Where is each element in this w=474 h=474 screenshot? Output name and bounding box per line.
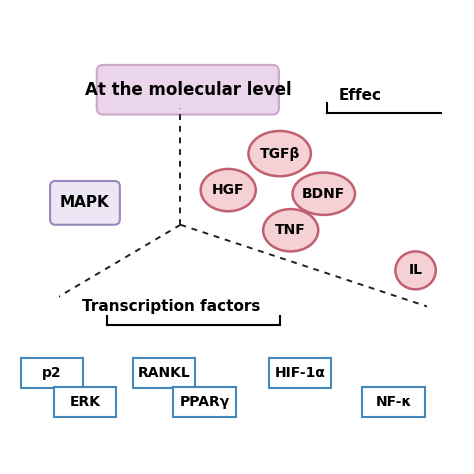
Text: ERK: ERK xyxy=(70,395,100,409)
Text: BDNF: BDNF xyxy=(302,187,346,201)
FancyBboxPatch shape xyxy=(133,357,195,388)
FancyBboxPatch shape xyxy=(54,387,116,417)
Text: PPARγ: PPARγ xyxy=(179,395,229,409)
FancyBboxPatch shape xyxy=(362,387,425,417)
Text: TNF: TNF xyxy=(275,223,306,237)
Text: RANKL: RANKL xyxy=(137,365,191,380)
Text: NF-κ: NF-κ xyxy=(375,395,411,409)
Ellipse shape xyxy=(263,209,318,251)
FancyBboxPatch shape xyxy=(269,357,331,388)
Ellipse shape xyxy=(395,251,436,289)
Text: p2: p2 xyxy=(42,365,62,380)
Ellipse shape xyxy=(292,173,355,215)
Text: At the molecular level: At the molecular level xyxy=(84,81,291,99)
Text: IL: IL xyxy=(409,264,423,277)
Text: TGFβ: TGFβ xyxy=(259,146,300,161)
Text: MAPK: MAPK xyxy=(60,195,110,210)
Text: HIF-1α: HIF-1α xyxy=(274,365,325,380)
Text: Transcription factors: Transcription factors xyxy=(82,299,261,314)
FancyBboxPatch shape xyxy=(97,65,279,115)
Ellipse shape xyxy=(248,131,311,176)
Text: Effec: Effec xyxy=(338,88,382,102)
FancyBboxPatch shape xyxy=(173,387,236,417)
Text: HGF: HGF xyxy=(212,183,245,197)
FancyBboxPatch shape xyxy=(50,181,120,225)
Ellipse shape xyxy=(201,169,256,211)
FancyBboxPatch shape xyxy=(21,357,83,388)
